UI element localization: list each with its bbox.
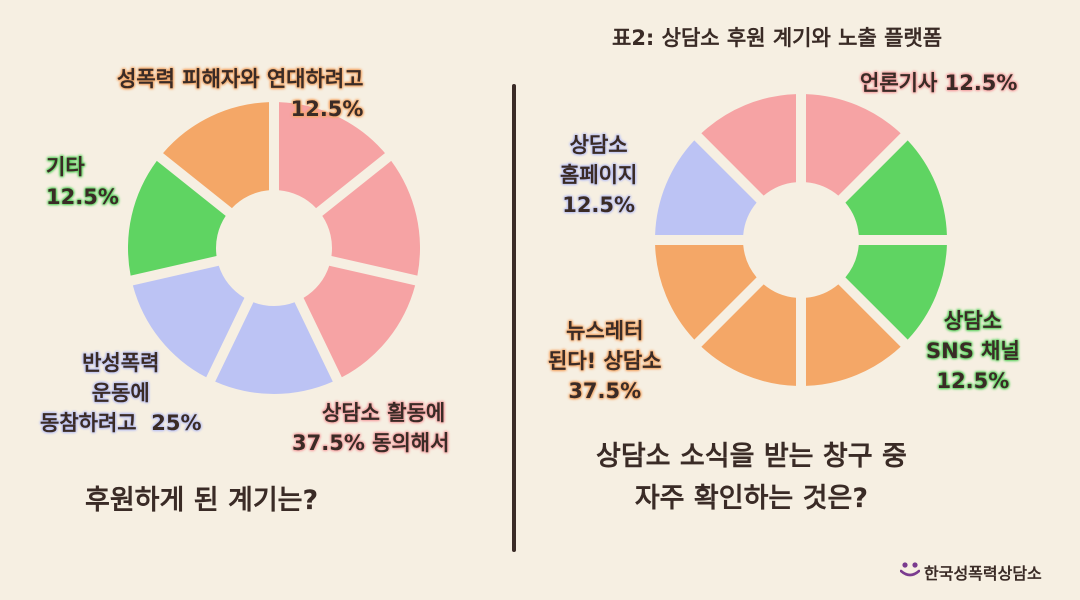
right-donut-segment xyxy=(805,284,901,386)
right-question: 상담소 소식을 받는 창구 중 자주 확인하는 것은? xyxy=(596,441,907,514)
label-press: 언론기사 12.5% xyxy=(860,71,1018,95)
right-donut-segment xyxy=(845,140,947,236)
right-donut-segment xyxy=(655,140,757,236)
label-sns: 상담소 SNS 채널 12.5% xyxy=(926,309,1020,393)
organization-logo: 한국성폭력상담소 xyxy=(899,560,1042,584)
right-donut-segment xyxy=(701,284,797,386)
left-donut-segment xyxy=(322,160,420,276)
left-donut-segment xyxy=(132,265,245,378)
left-question: 후원하게 된 계기는? xyxy=(85,485,319,516)
right-donut-segment xyxy=(805,94,901,196)
label-agree: 상담소 활동에 37.5% 동의해서 xyxy=(292,401,450,455)
table-title: 표2: 상담소 후원 계기와 노출 플랫폼 xyxy=(612,26,943,50)
left-donut-segment xyxy=(278,102,385,209)
label-newsletter: 뉴스레터 된다! 상담소 37.5% xyxy=(548,319,662,403)
left-donut-segment xyxy=(163,102,270,209)
left-donut-segment xyxy=(215,302,333,394)
label-movement: 반성폭력 운동에 동참하려고 25% xyxy=(40,351,202,435)
label-other: 기타 12.5% xyxy=(46,155,119,209)
center-divider xyxy=(512,84,516,552)
label-homepage: 상담소 홈페이지 12.5% xyxy=(560,133,638,217)
left-donut-segment xyxy=(127,160,226,276)
label-solidarity: 성폭력 피해자와 연대하려고 12.5% xyxy=(117,67,364,121)
right-donut-segment xyxy=(655,244,757,340)
people-logo-icon xyxy=(899,561,921,583)
right-donut-segment xyxy=(701,94,797,196)
right-donut-segment xyxy=(845,244,947,340)
logo-text: 한국성폭력상담소 xyxy=(924,564,1042,583)
left-donut-segment xyxy=(303,265,416,378)
